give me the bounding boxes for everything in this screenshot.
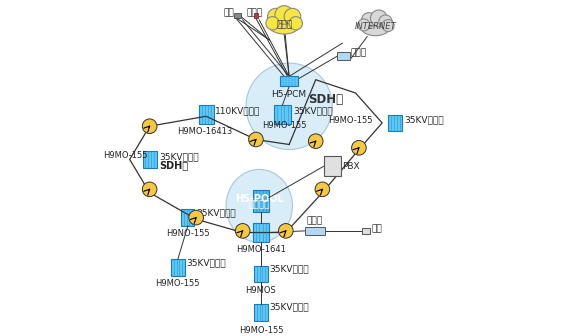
FancyBboxPatch shape [254,266,268,282]
Ellipse shape [360,17,390,36]
Circle shape [142,182,157,197]
Text: H9MO-1641: H9MO-1641 [236,245,286,254]
Circle shape [371,10,387,27]
FancyBboxPatch shape [274,105,291,124]
FancyBboxPatch shape [253,223,269,242]
Circle shape [142,119,157,133]
Text: H9NO-155: H9NO-155 [166,229,210,238]
Text: H9MO-155: H9MO-155 [263,121,307,130]
Text: H9MO-155: H9MO-155 [238,326,283,335]
Circle shape [279,223,293,238]
Text: H9MO-155: H9MO-155 [103,151,147,160]
Circle shape [249,132,263,147]
Circle shape [382,19,394,32]
Text: H9MO-16413: H9MO-16413 [177,127,232,136]
Text: SDH网: SDH网 [308,93,344,106]
FancyBboxPatch shape [280,76,298,86]
Text: 35KV变电站: 35KV变电站 [159,152,198,161]
Ellipse shape [268,12,301,34]
FancyBboxPatch shape [305,227,325,235]
Ellipse shape [226,169,293,243]
Text: PBX: PBX [342,162,360,171]
Text: 35KV变电站: 35KV变电站 [186,258,226,267]
Circle shape [289,16,302,30]
Text: H5-PCM: H5-PCM [272,90,307,99]
FancyBboxPatch shape [324,156,341,176]
Text: 35KV变电站: 35KV变电站 [404,116,444,125]
Text: 电话机: 电话机 [246,9,262,18]
Text: 局域网: 局域网 [276,20,292,30]
Circle shape [266,16,279,30]
Text: 以太网: 以太网 [307,216,323,225]
Circle shape [351,140,366,155]
Circle shape [315,182,329,197]
Circle shape [236,223,250,238]
Text: 网管: 网管 [372,225,383,234]
Circle shape [189,210,203,225]
Text: 视频: 视频 [223,9,234,18]
Text: 35KV变电站: 35KV变电站 [196,208,236,217]
Text: 35KV变电站: 35KV变电站 [293,107,333,116]
Circle shape [268,8,284,25]
Text: H9MOS: H9MOS [246,286,276,295]
Text: 路由器: 路由器 [351,49,367,58]
Text: 35KV变电站: 35KV变电站 [269,303,309,312]
FancyBboxPatch shape [254,304,268,321]
Circle shape [284,8,301,25]
Text: 110KV变电站: 110KV变电站 [215,107,261,116]
Ellipse shape [246,63,332,150]
Circle shape [379,15,392,28]
FancyBboxPatch shape [181,209,194,226]
Text: H5-POOL: H5-POOL [235,194,284,204]
Circle shape [275,6,293,24]
FancyBboxPatch shape [337,52,350,60]
Text: 调度中心: 调度中心 [249,201,270,209]
Text: SDH网: SDH网 [159,160,188,170]
Circle shape [308,134,323,149]
Text: H9MO-155: H9MO-155 [155,279,200,288]
FancyBboxPatch shape [142,151,157,168]
Circle shape [358,19,370,31]
FancyBboxPatch shape [171,259,185,276]
FancyBboxPatch shape [254,13,258,18]
Text: H9MO-155: H9MO-155 [328,116,372,125]
Text: 35KV变电站: 35KV变电站 [269,264,309,274]
FancyBboxPatch shape [234,13,241,18]
FancyBboxPatch shape [362,227,370,234]
FancyBboxPatch shape [253,190,269,212]
Text: INTERNET: INTERNET [355,22,396,31]
FancyBboxPatch shape [389,115,402,131]
Circle shape [362,13,376,27]
FancyBboxPatch shape [199,106,214,124]
